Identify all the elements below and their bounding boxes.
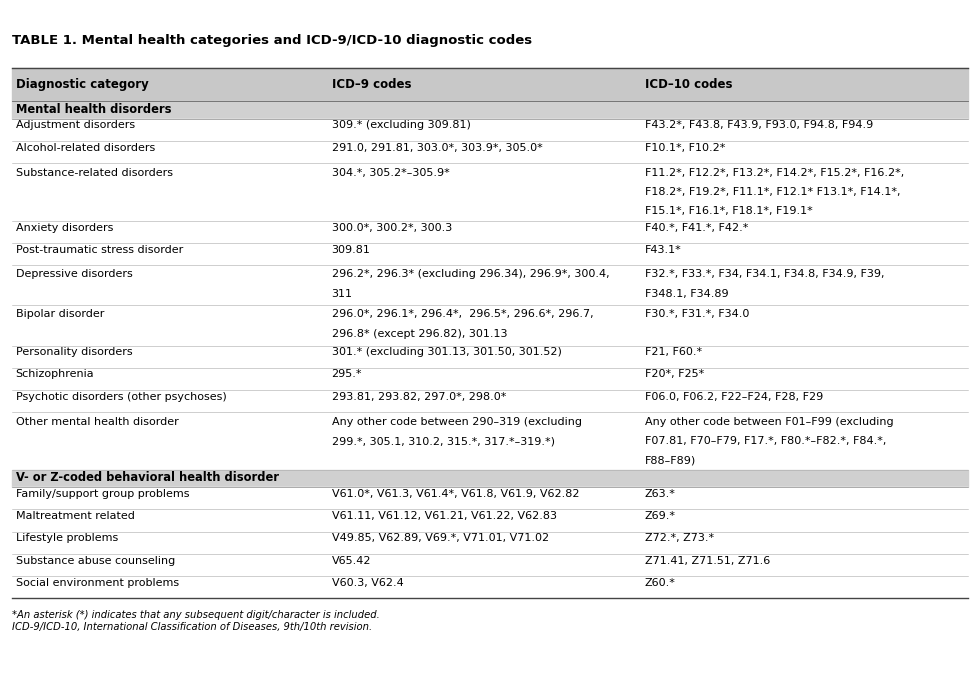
- Text: F15.1*, F16.1*, F18.1*, F19.1*: F15.1*, F16.1*, F18.1*, F19.1*: [644, 206, 812, 216]
- Bar: [12, 368, 967, 390]
- Text: Depressive disorders: Depressive disorders: [16, 268, 132, 279]
- Text: F40.*, F41.*, F42.*: F40.*, F41.*, F42.*: [644, 223, 747, 233]
- Bar: [12, 119, 967, 141]
- Text: Social environment problems: Social environment problems: [16, 578, 179, 588]
- Text: F06.0, F06.2, F22–F24, F28, F29: F06.0, F06.2, F22–F24, F28, F29: [644, 391, 822, 402]
- Text: Psychotic disorders (other psychoses): Psychotic disorders (other psychoses): [16, 391, 226, 402]
- Text: V60.3, V62.4: V60.3, V62.4: [331, 578, 403, 588]
- Bar: [12, 576, 967, 598]
- Text: V- or Z-coded behavioral health disorder: V- or Z-coded behavioral health disorder: [16, 471, 278, 485]
- Bar: [12, 101, 967, 119]
- Text: Lifestyle problems: Lifestyle problems: [16, 533, 118, 544]
- Text: Substance-related disorders: Substance-related disorders: [16, 168, 173, 178]
- Text: 291.0, 291.81, 303.0*, 303.9*, 305.0*: 291.0, 291.81, 303.0*, 303.9*, 305.0*: [331, 143, 541, 153]
- Text: F11.2*, F12.2*, F13.2*, F14.2*, F15.2*, F16.2*,: F11.2*, F12.2*, F13.2*, F14.2*, F15.2*, …: [644, 168, 903, 178]
- Text: F20*, F25*: F20*, F25*: [644, 370, 703, 379]
- Bar: [12, 345, 967, 368]
- Text: Post-traumatic stress disorder: Post-traumatic stress disorder: [16, 245, 183, 255]
- Bar: [12, 412, 967, 470]
- Text: Any other code between F01–F99 (excluding: Any other code between F01–F99 (excludin…: [644, 416, 892, 427]
- Text: Z72.*, Z73.*: Z72.*, Z73.*: [644, 533, 713, 544]
- Text: F21, F60.*: F21, F60.*: [644, 347, 701, 358]
- Text: 293.81, 293.82, 297.0*, 298.0*: 293.81, 293.82, 297.0*, 298.0*: [331, 391, 505, 402]
- Text: V65.42: V65.42: [331, 556, 370, 566]
- Text: Z69.*: Z69.*: [644, 511, 675, 521]
- Text: V49.85, V62.89, V69.*, V71.01, V71.02: V49.85, V62.89, V69.*, V71.01, V71.02: [331, 533, 548, 544]
- Bar: [12, 554, 967, 576]
- Bar: [12, 266, 967, 306]
- Text: Personality disorders: Personality disorders: [16, 347, 132, 358]
- Text: 301.* (excluding 301.13, 301.50, 301.52): 301.* (excluding 301.13, 301.50, 301.52): [331, 347, 561, 358]
- Bar: [12, 68, 967, 101]
- Text: Alcohol-related disorders: Alcohol-related disorders: [16, 143, 154, 153]
- Text: TABLE 1. Mental health categories and ICD-9/ICD-10 diagnostic codes: TABLE 1. Mental health categories and IC…: [12, 34, 531, 47]
- Text: Anxiety disorders: Anxiety disorders: [16, 223, 113, 233]
- Text: Family/support group problems: Family/support group problems: [16, 489, 189, 499]
- Text: F18.2*, F19.2*, F11.1*, F12.1* F13.1*, F14.1*,: F18.2*, F19.2*, F11.1*, F12.1* F13.1*, F…: [644, 187, 899, 197]
- Text: V61.0*, V61.3, V61.4*, V61.8, V61.9, V62.82: V61.0*, V61.3, V61.4*, V61.8, V61.9, V62…: [331, 489, 578, 499]
- Text: Z71.41, Z71.51, Z71.6: Z71.41, Z71.51, Z71.6: [644, 556, 769, 566]
- Text: Z60.*: Z60.*: [644, 578, 675, 588]
- Bar: [12, 221, 967, 243]
- Text: Any other code between 290–319 (excluding: Any other code between 290–319 (excludin…: [331, 416, 581, 427]
- Text: Diagnostic category: Diagnostic category: [16, 78, 149, 91]
- Text: Schizophrenia: Schizophrenia: [16, 370, 94, 379]
- Text: 309.* (excluding 309.81): 309.* (excluding 309.81): [331, 120, 470, 130]
- Bar: [12, 243, 967, 266]
- Text: V61.11, V61.12, V61.21, V61.22, V62.83: V61.11, V61.12, V61.21, V61.22, V62.83: [331, 511, 556, 521]
- Text: Mental health disorders: Mental health disorders: [16, 103, 171, 116]
- Text: 296.0*, 296.1*, 296.4*,  296.5*, 296.6*, 296.7,: 296.0*, 296.1*, 296.4*, 296.5*, 296.6*, …: [331, 309, 593, 318]
- Bar: [12, 470, 967, 487]
- Text: 296.2*, 296.3* (excluding 296.34), 296.9*, 300.4,: 296.2*, 296.3* (excluding 296.34), 296.9…: [331, 268, 609, 279]
- Text: *An asterisk (*) indicates that any subsequent digit/character is included.
ICD-: *An asterisk (*) indicates that any subs…: [12, 610, 379, 632]
- Text: F10.1*, F10.2*: F10.1*, F10.2*: [644, 143, 724, 153]
- Text: Z63.*: Z63.*: [644, 489, 675, 499]
- Text: 304.*, 305.2*–305.9*: 304.*, 305.2*–305.9*: [331, 168, 448, 178]
- Text: Adjustment disorders: Adjustment disorders: [16, 120, 135, 130]
- Text: Maltreatment related: Maltreatment related: [16, 511, 135, 521]
- Bar: [12, 532, 967, 554]
- Bar: [12, 487, 967, 510]
- Text: F88–F89): F88–F89): [644, 456, 695, 465]
- Text: F32.*, F33.*, F34, F34.1, F34.8, F34.9, F39,: F32.*, F33.*, F34, F34.1, F34.8, F34.9, …: [644, 268, 883, 279]
- Text: F348.1, F34.89: F348.1, F34.89: [644, 289, 728, 299]
- Text: 311: 311: [331, 289, 352, 299]
- Bar: [12, 390, 967, 412]
- Text: Substance abuse counseling: Substance abuse counseling: [16, 556, 175, 566]
- Text: F43.2*, F43.8, F43.9, F93.0, F94.8, F94.9: F43.2*, F43.8, F43.9, F93.0, F94.8, F94.…: [644, 120, 871, 130]
- Text: F30.*, F31.*, F34.0: F30.*, F31.*, F34.0: [644, 309, 748, 318]
- Text: 309.81: 309.81: [331, 245, 370, 255]
- Text: Other mental health disorder: Other mental health disorder: [16, 416, 178, 427]
- Text: ICD–10 codes: ICD–10 codes: [644, 78, 731, 91]
- Bar: [12, 163, 967, 221]
- Text: F43.1*: F43.1*: [644, 245, 681, 255]
- Text: F07.81, F70–F79, F17.*, F80.*–F82.*, F84.*,: F07.81, F70–F79, F17.*, F80.*–F82.*, F84…: [644, 436, 885, 446]
- Text: Bipolar disorder: Bipolar disorder: [16, 309, 104, 318]
- Text: 295.*: 295.*: [331, 370, 361, 379]
- Text: 299.*, 305.1, 310.2, 315.*, 317.*–319.*): 299.*, 305.1, 310.2, 315.*, 317.*–319.*): [331, 436, 554, 446]
- Bar: [12, 306, 967, 345]
- Text: 296.8* (except 296.82), 301.13: 296.8* (except 296.82), 301.13: [331, 329, 506, 339]
- Bar: [12, 510, 967, 532]
- Text: ICD–9 codes: ICD–9 codes: [331, 78, 410, 91]
- Bar: [12, 141, 967, 163]
- Text: 300.0*, 300.2*, 300.3: 300.0*, 300.2*, 300.3: [331, 223, 451, 233]
